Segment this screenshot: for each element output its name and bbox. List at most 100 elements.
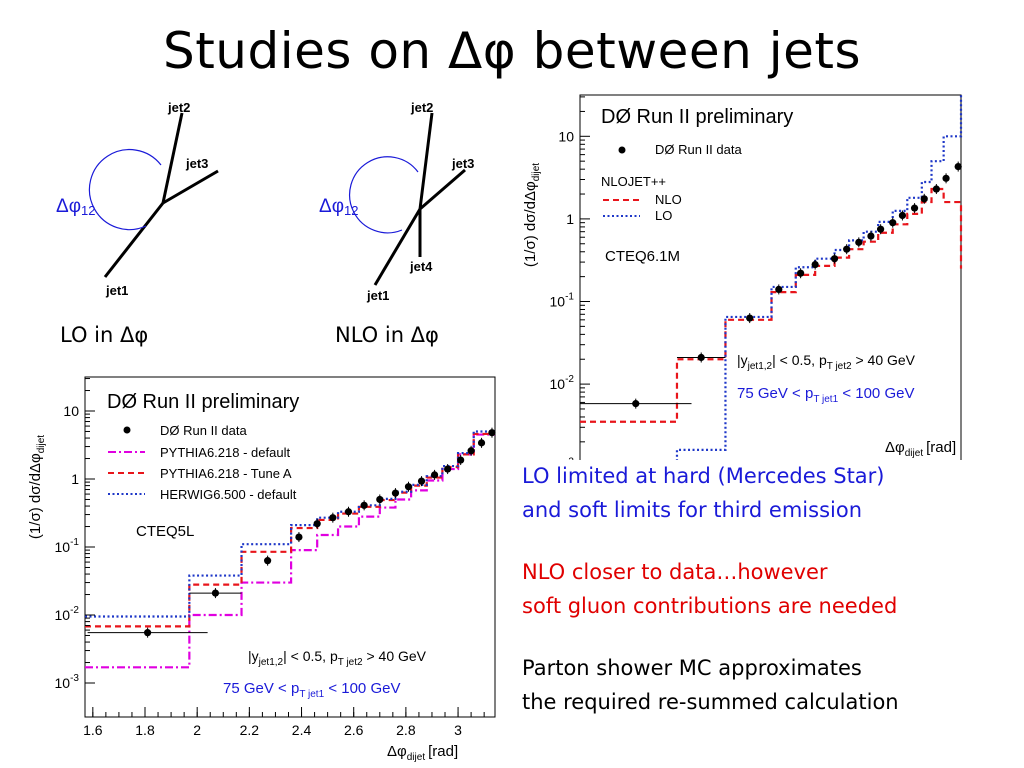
notes-block: LO limited at hard (Mercedes Star) and s…	[522, 459, 1022, 719]
mc-pt-range-label: 75 GeV < pT jet1 < 100 GeV	[223, 680, 400, 700]
nlo-annotation: CTEQ6.1M	[605, 248, 680, 265]
slide-title: Studies on Δφ between jets	[162, 22, 862, 80]
mc-data-point	[444, 465, 452, 473]
mc-y-axis-label: (1/σ) dσ/dΔφdijet	[27, 435, 47, 539]
nlo-legend-data: DØ Run II data	[655, 142, 742, 157]
mc-x-tick-label: 2.2	[240, 722, 260, 738]
lo-jet3-label: jet3	[185, 156, 208, 171]
nlo-plot-area	[580, 95, 963, 460]
lo-caption: LO in Δφ	[60, 323, 149, 347]
mc-y-tick-label: 10-1	[55, 537, 80, 555]
note-shower-line2: the required re-summed calculation	[522, 690, 899, 714]
nlo-comparison-chart: DØ Run II preliminary DØ Run II data NLO…	[522, 94, 963, 460]
mc-y-tick-label: 1	[71, 471, 79, 487]
mc-data-point	[457, 456, 465, 464]
nlo-angle-arc	[349, 156, 419, 234]
mc-data-point	[430, 471, 439, 479]
nlo-data-point	[877, 225, 885, 233]
nlo-x-axis-label: Δφdijet [rad]	[885, 439, 956, 459]
nlo-data-point	[898, 211, 907, 220]
mc-data-point	[477, 439, 486, 447]
nlo-data-point	[843, 245, 851, 253]
nlo-data-point	[797, 269, 805, 277]
nlo-caption: NLO in Δφ	[335, 323, 439, 347]
nlo-jet1-label: jet1	[366, 288, 389, 303]
mc-x-tick-label: 1.8	[135, 722, 155, 738]
nlo-jet4-label: jet4	[409, 259, 433, 274]
nlo-data-point	[932, 185, 940, 193]
mc-data-point	[488, 429, 496, 437]
mc-legend-pythia-tunea: PYTHIA6.218 - Tune A	[160, 466, 292, 481]
nlo-y-ticks: 10-3 10-2 10-1 1 10	[550, 96, 590, 460]
mc-x-tick-label: 2.8	[396, 722, 416, 738]
mc-legend-pythia-default: PYTHIA6.218 - default	[160, 445, 290, 460]
nlo-data-point	[889, 219, 897, 227]
mc-y-tick-label: 10	[63, 403, 79, 419]
mc-x-tick-label: 2.4	[292, 722, 312, 738]
mc-cut-label: |yjet1,2| < 0.5, pT jet2 > 40 GeV	[248, 648, 427, 668]
mc-x-tick-label: 2.6	[344, 722, 364, 738]
nlo-data-point	[775, 285, 783, 294]
lo-jet2-line	[161, 112, 184, 204]
nlo-legend-lo: LO	[655, 208, 672, 223]
nlo-data-point	[632, 400, 640, 408]
mc-data-point	[329, 514, 337, 522]
nlo-data-point	[811, 260, 819, 269]
mc-x-ticks: 1.6 1.8 2 2.2 2.4 2.6 2.8 3	[83, 707, 485, 738]
note-lo-limit-line1: LO limited at hard (Mercedes Star)	[522, 464, 885, 488]
nlo-data-point	[830, 255, 839, 263]
nlo-data-point	[746, 314, 754, 322]
mc-data-point	[344, 508, 353, 516]
nlo-jet2-line	[418, 112, 434, 210]
mc-legend-data-marker	[123, 426, 131, 434]
mc-data-point	[391, 489, 400, 497]
mc-series-2	[85, 430, 495, 618]
nlo-y-tick-label: 10-2	[550, 374, 575, 392]
nlo-jet2-label: jet2	[410, 100, 433, 115]
nlo-jet1-line	[373, 208, 422, 286]
nlo-cut-label: |yjet1,2| < 0.5, pT jet2 > 40 GeV	[737, 352, 916, 372]
mc-data-point	[360, 501, 368, 509]
nlo-pt-range-label: 75 GeV < pT jet1 < 100 GeV	[737, 385, 914, 405]
mc-data-point	[417, 477, 426, 485]
lo-angle-label: Δφ12	[56, 196, 95, 218]
note-nlo-line1: NLO closer to data…however	[522, 560, 828, 584]
mc-x-tick-label: 3	[454, 722, 462, 738]
mc-data-point	[144, 629, 152, 637]
nlo-y-tick-label: 10-1	[550, 292, 575, 310]
nlo-angle-label: Δφ12	[319, 196, 358, 218]
nlo-series-1	[675, 95, 963, 460]
mc-data-point	[211, 589, 220, 597]
mc-data-point	[467, 447, 475, 455]
mc-x-tick-label: 2	[193, 722, 201, 738]
nlo-legend-data-marker	[618, 146, 626, 154]
nlo-y-tick-label: 1	[566, 211, 574, 227]
mc-chart-title: DØ Run II preliminary	[107, 391, 299, 413]
nlo-series-0	[580, 187, 963, 423]
nlo-jet3-label: jet3	[451, 156, 474, 171]
mc-data-point	[295, 533, 303, 541]
mc-data-point	[313, 520, 321, 528]
mc-annotation: CTEQ5L	[136, 523, 194, 540]
mc-plot-area	[85, 427, 496, 669]
mc-comparison-chart: DØ Run II preliminary DØ Run II data PYT…	[27, 376, 496, 763]
mc-legend-data: DØ Run II data	[160, 423, 247, 438]
mc-data-point	[404, 483, 413, 491]
nlo-chart-title: DØ Run II preliminary	[601, 106, 793, 128]
nlo-data-point	[855, 238, 863, 246]
lo-jet2-label: jet2	[167, 100, 190, 115]
mc-legend-herwig: HERWIG6.500 - default	[160, 487, 297, 502]
nlo-jet3-line	[419, 168, 466, 211]
note-lo-limit-line2: and soft limits for third emission	[522, 498, 862, 522]
mc-y-tick-label: 10-3	[55, 673, 80, 691]
nlo-legend-nlo: NLO	[655, 192, 682, 207]
nlo-data-point	[910, 204, 919, 212]
nlo-legend-group: NLOJET++	[601, 174, 666, 189]
mc-x-axis-label: Δφdijet [rad]	[387, 743, 458, 763]
nlo-data-point	[867, 232, 875, 240]
lo-jet3-line	[162, 169, 219, 205]
mc-data-point	[264, 557, 272, 565]
nlo-y-tick-label: 10	[558, 128, 574, 144]
mc-data-point	[376, 495, 384, 504]
lo-angle-arc	[88, 148, 162, 231]
